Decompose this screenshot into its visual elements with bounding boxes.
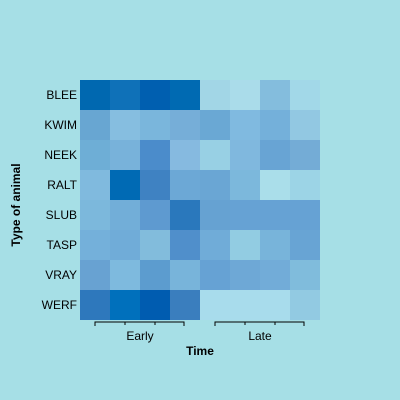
heatmap-cell — [200, 140, 230, 170]
heatmap-cell — [290, 230, 320, 260]
heatmap-cell — [230, 260, 260, 290]
heatmap-cell — [230, 140, 260, 170]
heatmap-cell — [170, 200, 200, 230]
row-label: NEEK — [44, 148, 77, 162]
row-label: TASP — [47, 238, 77, 252]
row-labels: BLEE KWIM NEEK RALT SLUB TASP VRAY WERF — [42, 88, 78, 312]
row-label: WERF — [42, 298, 77, 312]
heatmap-cell — [110, 110, 140, 140]
heatmap-cell — [80, 110, 110, 140]
heatmap-cell — [140, 230, 170, 260]
heatmap-cell — [260, 110, 290, 140]
heatmap-cell — [110, 80, 140, 110]
heatmap-cell — [140, 110, 170, 140]
heatmap-cell — [290, 140, 320, 170]
heatmap-cell — [230, 110, 260, 140]
heatmap-cell — [290, 200, 320, 230]
row-label: VRAY — [45, 268, 77, 282]
heatmap-cell — [170, 80, 200, 110]
heatmap-cell — [200, 80, 230, 110]
heatmap-cell — [110, 140, 140, 170]
heatmap-cell — [200, 260, 230, 290]
heatmap-cell — [110, 260, 140, 290]
heatmap-cell — [290, 170, 320, 200]
heatmap-cell — [230, 230, 260, 260]
heatmap-cell — [200, 170, 230, 200]
heatmap-cell — [290, 110, 320, 140]
heatmap-cell — [170, 230, 200, 260]
heatmap-cell — [170, 110, 200, 140]
heatmap-cell — [80, 290, 110, 320]
heatmap-cell — [140, 200, 170, 230]
heatmap-cell — [260, 140, 290, 170]
heatmap-cell — [230, 200, 260, 230]
heatmap-cell — [110, 200, 140, 230]
heatmap-cell — [290, 80, 320, 110]
heatmap-cell — [110, 290, 140, 320]
heatmap-cell — [260, 170, 290, 200]
heatmap-cell — [230, 170, 260, 200]
heatmap-cell — [170, 140, 200, 170]
heatmap-cell — [260, 290, 290, 320]
heatmap-cell — [110, 170, 140, 200]
heatmap-cell — [200, 290, 230, 320]
heatmap-cell — [260, 80, 290, 110]
heatmap-cell — [80, 230, 110, 260]
heatmap-cell — [140, 80, 170, 110]
heatmap-cell — [200, 230, 230, 260]
heatmap-cell — [80, 80, 110, 110]
x-axis-title: Time — [186, 344, 214, 358]
heatmap-cell — [140, 260, 170, 290]
heatmap-cell — [290, 290, 320, 320]
heatmap-cell — [80, 170, 110, 200]
heatmap-cell — [290, 260, 320, 290]
group-label-early: Early — [126, 329, 153, 343]
heatmap-cell — [200, 110, 230, 140]
group-label-late: Late — [248, 329, 272, 343]
heatmap-cell — [80, 140, 110, 170]
heatmap-cell — [170, 290, 200, 320]
heatmap-cell — [80, 200, 110, 230]
heatmap-cell — [140, 290, 170, 320]
heatmap-cell — [260, 260, 290, 290]
heatmap-cell — [170, 170, 200, 200]
row-label: SLUB — [46, 208, 77, 222]
heatmap-cell — [80, 260, 110, 290]
bracket-late — [215, 322, 304, 326]
heatmap-cell — [200, 200, 230, 230]
row-label: BLEE — [46, 88, 77, 102]
heatmap-cell — [230, 80, 260, 110]
heatmap-cells — [80, 80, 320, 320]
heatmap-cell — [230, 290, 260, 320]
row-label: KWIM — [44, 118, 77, 132]
heatmap-cell — [110, 230, 140, 260]
heatmap-cell — [170, 260, 200, 290]
heatmap-cell — [140, 170, 170, 200]
row-label: RALT — [47, 178, 77, 192]
y-axis-title: Type of animal — [9, 163, 23, 246]
bracket-early — [95, 322, 184, 326]
x-group-brackets — [95, 322, 304, 326]
heatmap-cell — [260, 200, 290, 230]
heatmap-cell — [140, 140, 170, 170]
heatmap-cell — [260, 230, 290, 260]
